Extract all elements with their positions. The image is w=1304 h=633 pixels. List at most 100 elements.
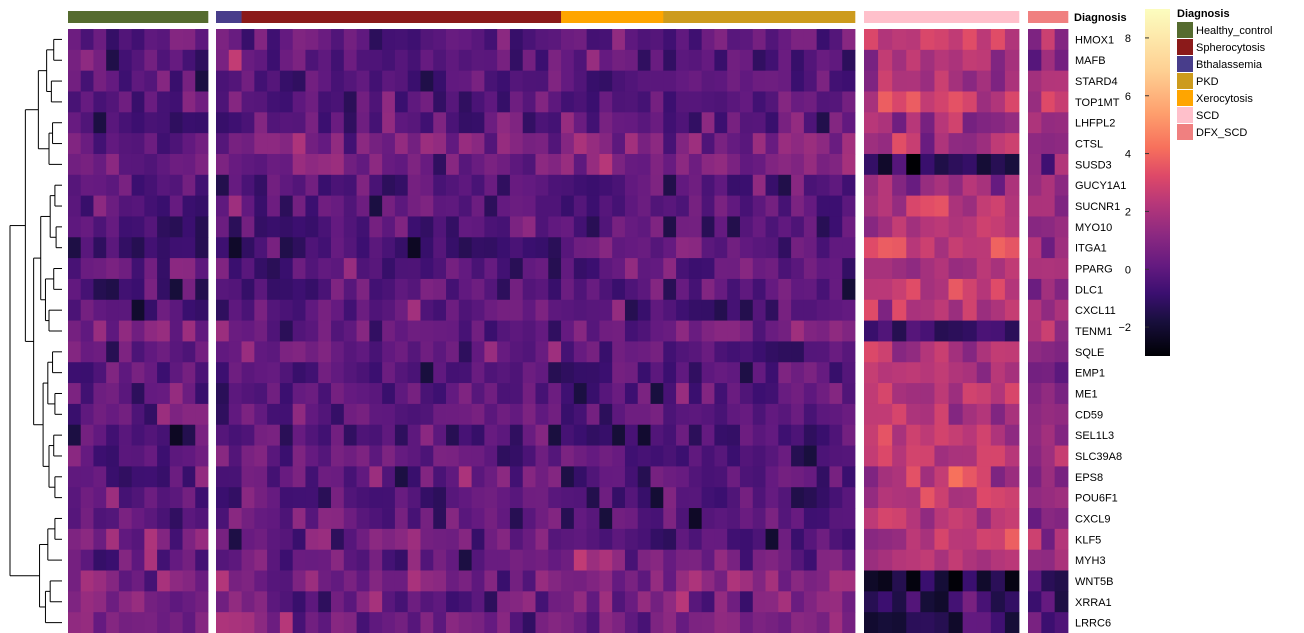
heatmap-cell bbox=[394, 612, 409, 633]
heatmap-cell bbox=[182, 174, 196, 197]
heatmap-cell bbox=[106, 258, 120, 280]
heatmap-cell bbox=[829, 383, 843, 405]
heatmap-cell bbox=[169, 403, 183, 426]
heatmap-cell bbox=[216, 445, 230, 467]
heatmap-cell bbox=[446, 570, 460, 592]
heatmap-cell bbox=[458, 403, 472, 426]
heatmap-cell bbox=[586, 341, 600, 363]
legend-swatch bbox=[1177, 22, 1193, 38]
heatmap-cell bbox=[829, 70, 843, 92]
heatmap-cell bbox=[497, 445, 511, 467]
heatmap-cell bbox=[305, 591, 319, 613]
heatmap-cell bbox=[279, 549, 294, 571]
heatmap-cell bbox=[131, 445, 145, 467]
heatmap-cell bbox=[612, 549, 626, 571]
heatmap-cell bbox=[934, 445, 949, 467]
heatmap-cell bbox=[892, 487, 907, 509]
heatmap-cell bbox=[727, 320, 741, 342]
colorbar-tick-label: −2 bbox=[1118, 322, 1131, 334]
heatmap-cell bbox=[356, 487, 370, 509]
heatmap-cell bbox=[228, 258, 242, 280]
heatmap-cell bbox=[599, 445, 613, 467]
heatmap-cell bbox=[842, 549, 856, 571]
heatmap-cell bbox=[254, 403, 268, 426]
heatmap-cell bbox=[471, 195, 485, 217]
legend-label: Xerocytosis bbox=[1196, 93, 1253, 105]
heatmap-cell bbox=[182, 299, 196, 321]
heatmap-cell bbox=[752, 612, 766, 633]
heatmap-cell bbox=[93, 112, 107, 134]
heatmap-cell bbox=[420, 299, 434, 321]
heatmap-cell bbox=[688, 362, 703, 384]
heatmap-cell bbox=[394, 383, 409, 405]
heatmap-cell bbox=[535, 29, 549, 51]
heatmap-cell bbox=[267, 487, 281, 509]
heatmap-cell bbox=[548, 29, 562, 51]
heatmap-cell bbox=[331, 549, 345, 571]
heatmap-cell bbox=[599, 341, 613, 363]
legend-swatch bbox=[1177, 39, 1193, 55]
heatmap-cell bbox=[842, 49, 856, 72]
heatmap-cell bbox=[106, 362, 120, 384]
heatmap-cell bbox=[182, 216, 196, 238]
heatmap-cell bbox=[68, 341, 82, 363]
heatmap-cell bbox=[169, 299, 183, 321]
heatmap-cell bbox=[195, 299, 209, 321]
heatmap-cell bbox=[878, 528, 893, 551]
heatmap-cell bbox=[68, 49, 82, 72]
heatmap-cell bbox=[228, 362, 242, 384]
heatmap-cell bbox=[382, 570, 396, 592]
heatmap-cell bbox=[803, 299, 818, 321]
heatmap-cell bbox=[446, 383, 460, 405]
heatmap-cell bbox=[765, 133, 779, 155]
heatmap-cell bbox=[369, 133, 383, 155]
heatmap-cell bbox=[599, 299, 613, 321]
heatmap-cell bbox=[624, 299, 639, 321]
heatmap-cell bbox=[144, 320, 158, 342]
heatmap-cell bbox=[624, 508, 639, 530]
heatmap-cell bbox=[934, 216, 949, 238]
heatmap-cell bbox=[305, 216, 319, 238]
heatmap-cell bbox=[394, 591, 409, 613]
heatmap-cell bbox=[433, 612, 447, 633]
heatmap-cell bbox=[356, 112, 370, 134]
heatmap-cell bbox=[458, 153, 472, 176]
heatmap-cell bbox=[1054, 133, 1069, 155]
heatmap-cell bbox=[842, 424, 856, 446]
heatmap-cell bbox=[676, 216, 690, 238]
heatmap-cell bbox=[714, 445, 728, 467]
heatmap-cell bbox=[548, 237, 562, 259]
heatmap-cell bbox=[318, 341, 332, 363]
heatmap-cell bbox=[93, 237, 107, 259]
heatmap-cell bbox=[535, 320, 549, 342]
heatmap-cell bbox=[420, 362, 434, 384]
annotation-SCD bbox=[864, 11, 1020, 23]
heatmap-cell bbox=[331, 112, 345, 134]
heatmap-cell bbox=[934, 528, 949, 551]
heatmap-cell bbox=[701, 591, 715, 613]
heatmap-cell bbox=[509, 258, 524, 280]
heatmap-cell bbox=[369, 383, 383, 405]
heatmap-cell bbox=[241, 91, 255, 113]
heatmap-cell bbox=[343, 91, 357, 113]
heatmap-cell bbox=[612, 258, 626, 280]
heatmap-cell bbox=[739, 466, 754, 488]
heatmap-cell bbox=[241, 278, 255, 301]
heatmap-cell bbox=[522, 570, 536, 592]
heatmap-cell bbox=[106, 612, 120, 633]
heatmap-cell bbox=[561, 549, 575, 571]
heatmap-cell bbox=[382, 528, 396, 551]
heatmap-cell bbox=[254, 112, 268, 134]
heatmap-cell bbox=[1004, 258, 1020, 280]
gene-label: EPS8 bbox=[1075, 472, 1103, 484]
heatmap-cell bbox=[382, 91, 396, 113]
heatmap-cell bbox=[878, 424, 893, 446]
heatmap-cell bbox=[182, 528, 196, 551]
heatmap-cell bbox=[228, 549, 242, 571]
heatmap-cell bbox=[279, 237, 294, 259]
heatmap-cell bbox=[369, 466, 383, 488]
heatmap-cell bbox=[254, 362, 268, 384]
heatmap-cell bbox=[169, 216, 183, 238]
heatmap-cell bbox=[1028, 133, 1042, 155]
heatmap-cell bbox=[228, 299, 242, 321]
